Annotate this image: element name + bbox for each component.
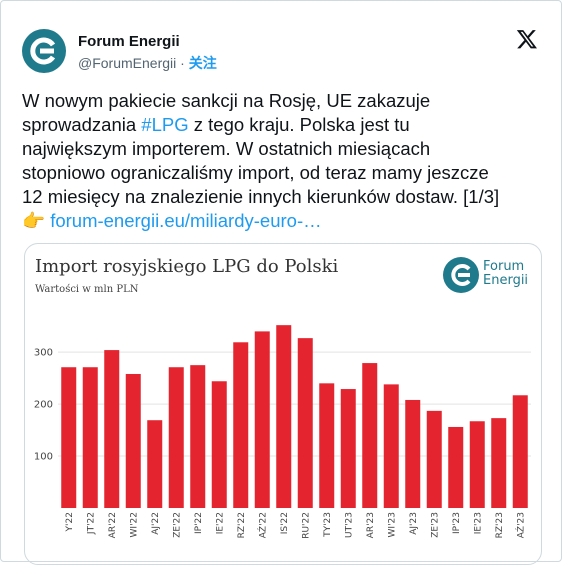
- x-tick-label: TY'23: [323, 512, 333, 538]
- handle[interactable]: @ForumEnergii: [78, 55, 177, 71]
- separator: ·: [180, 55, 185, 71]
- text-run: 12 miesięcy na znalezienie innych kierun…: [22, 186, 500, 207]
- text-line: stopniowo ograniczaliśmy import, od tera…: [22, 161, 499, 185]
- x-tick-label: UT'23: [344, 512, 354, 538]
- x-tick-label: IS'22: [280, 512, 290, 534]
- bar: [82, 367, 98, 508]
- logo-text: Energii: [483, 273, 528, 288]
- bar: [168, 367, 184, 508]
- bar: [211, 381, 227, 508]
- bar: [276, 325, 292, 508]
- logo-glyph-bar: [458, 273, 470, 277]
- logo-text: Forum: [483, 259, 524, 274]
- x-tick-label: ZE'23: [430, 512, 440, 538]
- text-run: sprowadzania: [22, 114, 142, 135]
- text-run: stopniowo ograniczaliśmy import, od tera…: [22, 162, 489, 183]
- bar: [383, 384, 399, 508]
- follow-button[interactable]: 关注: [188, 55, 217, 71]
- bar: [125, 373, 141, 508]
- y-tick-label: 300: [34, 348, 53, 359]
- text-line: W nowym pakiecie sankcji na Rosję, UE za…: [22, 89, 499, 113]
- bar: [319, 383, 335, 508]
- hashtag[interactable]: #LPG: [141, 114, 189, 135]
- bar: [147, 420, 163, 508]
- text-run: W nowym pakiecie sankcji na Rosję, UE za…: [22, 90, 431, 111]
- media-card[interactable]: Import rosyjskiego LPG do Polski Wartośc…: [24, 243, 542, 565]
- x-tick-label: IP'22: [194, 512, 204, 534]
- x-tick-label: RU'22: [301, 512, 311, 539]
- bar: [190, 365, 206, 508]
- bar: [512, 395, 528, 508]
- x-tick-label: AJ'22: [151, 512, 161, 535]
- link-line: 👉 forum-energii.eu/miliardy-euro-…: [22, 209, 499, 233]
- x-tick-label: Y'22: [65, 512, 75, 532]
- text-run: z tego kraju. Polska jest tu: [188, 114, 410, 135]
- x-tick-label: RZ'22: [237, 512, 247, 538]
- y-tick-label: 100: [34, 452, 53, 463]
- bar: [405, 399, 421, 508]
- text-line: 12 miesięcy na znalezienie innych kierun…: [22, 185, 499, 209]
- x-tick-label: AJ'23: [409, 512, 419, 535]
- chart: Import rosyjskiego LPG do Polski Wartośc…: [34, 256, 531, 539]
- bar: [448, 426, 464, 508]
- bar: [233, 342, 249, 508]
- bar: [491, 418, 507, 508]
- bar: [469, 421, 485, 508]
- bar: [297, 338, 313, 508]
- x-tick-label: AŹ'22: [256, 512, 268, 538]
- y-tick-label: 200: [34, 400, 53, 411]
- x-tick-label: WI'23: [387, 512, 397, 537]
- tweet-text: W nowym pakiecie sankcji na Rosję, UE za…: [22, 89, 499, 233]
- x-tick-label: IP'23: [452, 512, 462, 534]
- x-tick-label: AR'23: [366, 512, 376, 538]
- text-line: największym importerem. W ostatnich mies…: [22, 137, 499, 161]
- logo-glyph: [451, 264, 471, 286]
- x-tick-label: AŹ'23: [514, 512, 526, 538]
- x-tick-label: JT'22: [86, 512, 96, 535]
- x-tick-label: IE'23: [473, 512, 483, 534]
- x-logo[interactable]: [516, 28, 538, 50]
- x-tick-label: RZ'23: [495, 512, 505, 538]
- x-tick-label: AR'22: [108, 512, 118, 538]
- bar: [254, 331, 270, 508]
- bar: [362, 363, 378, 508]
- x-tick-label: IE'22: [215, 512, 225, 534]
- chart-title: Import rosyjskiego LPG do Polski: [35, 256, 339, 277]
- bar: [340, 389, 356, 508]
- avatar[interactable]: [22, 29, 66, 73]
- x-tick-label: WI'22: [129, 512, 139, 537]
- link[interactable]: forum-energii.eu/miliardy-euro-…: [50, 210, 322, 231]
- author-name[interactable]: Forum Energii: [78, 33, 180, 50]
- chart-subtitle: Wartości w mln PLN: [35, 284, 139, 295]
- bar: [426, 410, 442, 508]
- text-line: sprowadzania #LPG z tego kraju. Polska j…: [22, 113, 499, 137]
- x-tick-label: ZE'22: [172, 512, 182, 538]
- author-handle: @ForumEnergii · 关注: [78, 53, 217, 73]
- emoji: 👉: [22, 210, 46, 231]
- text-run: największym importerem. W ostatnich mies…: [22, 138, 431, 159]
- bar: [104, 350, 120, 508]
- bar: [61, 367, 77, 508]
